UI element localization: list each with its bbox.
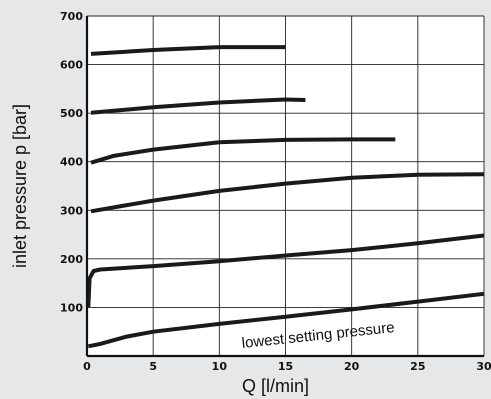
x-tick-label: 15: [278, 360, 293, 373]
y-tick-label: 400: [60, 156, 83, 169]
y-tick-label: 600: [60, 59, 83, 72]
series-line-5: [86, 233, 485, 308]
y-axis-label: inlet pressure p [bar]: [10, 104, 30, 268]
series-layer: [86, 45, 485, 349]
x-axis-label: Q [l/min]: [242, 376, 309, 396]
series-line-2: [90, 97, 306, 115]
axes: [85, 15, 485, 358]
y-tick-label: 200: [60, 253, 83, 266]
x-tick-label: 10: [212, 360, 228, 373]
x-tick-label: 20: [344, 360, 360, 373]
x-tick-label: 5: [149, 360, 157, 373]
series-line-6: [87, 291, 485, 349]
y-tick-label: 500: [60, 107, 83, 120]
y-tick-label: 700: [60, 10, 83, 23]
y-tick-label: 300: [60, 204, 83, 217]
y-tick-label: 100: [60, 301, 83, 314]
grid: [87, 16, 484, 356]
x-tick-label: 0: [83, 360, 91, 373]
x-tick-label: 30: [476, 360, 491, 373]
x-tick-label: 25: [410, 360, 425, 373]
series-line-3: [90, 137, 396, 165]
series-line-1: [90, 45, 286, 56]
series-line-4: [90, 172, 485, 214]
